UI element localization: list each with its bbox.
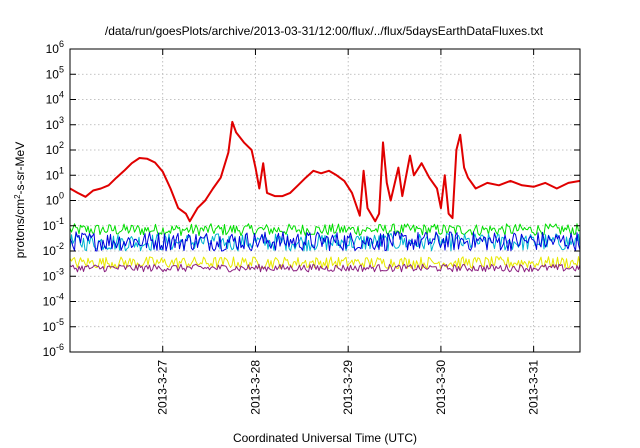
x-tick-label: 2013-3-30	[434, 360, 448, 415]
y-tick-label: 10-2	[43, 241, 64, 258]
x-tick-label: 2013-3-31	[527, 360, 541, 415]
series-layer	[69, 120, 581, 273]
y-tick-label: 10-5	[43, 317, 64, 334]
y-tick-label: 106	[46, 39, 64, 56]
y-tick-label: 102	[46, 140, 64, 157]
y-tick-label: 10-3	[43, 266, 64, 283]
series-line	[69, 230, 581, 252]
series-line	[69, 120, 581, 223]
series-line	[69, 263, 581, 273]
y-tick-label: 105	[46, 64, 64, 81]
x-tick-label: 2013-3-27	[156, 360, 170, 415]
y-tick-label: 101	[46, 165, 64, 182]
y-tick-label: 100	[46, 191, 64, 208]
chart-title: /data/run/goesPlots/archive/2013-03-31/1…	[105, 24, 544, 38]
x-axis-label: Coordinated Universal Time (UTC)	[233, 431, 417, 445]
y-tick-label: 104	[46, 90, 64, 107]
grid	[70, 49, 580, 352]
y-tick-label: 10-4	[43, 292, 64, 309]
x-tick-label: 2013-3-28	[248, 360, 262, 415]
series-line	[69, 256, 581, 270]
ticks: 10-6 10-5 10-4 10-3 10-2 10-1 100 101 102 103 104 1…	[43, 39, 580, 415]
x-tick-label: 2013-3-29	[341, 360, 355, 415]
y-tick-label: 103	[46, 115, 64, 132]
y-tick-label: 10-1	[43, 216, 64, 233]
series-line	[69, 223, 581, 237]
y-axis-label: protons/cm2-s-sr-MeV	[13, 142, 27, 258]
y-tick-label: 10-6	[43, 342, 64, 359]
